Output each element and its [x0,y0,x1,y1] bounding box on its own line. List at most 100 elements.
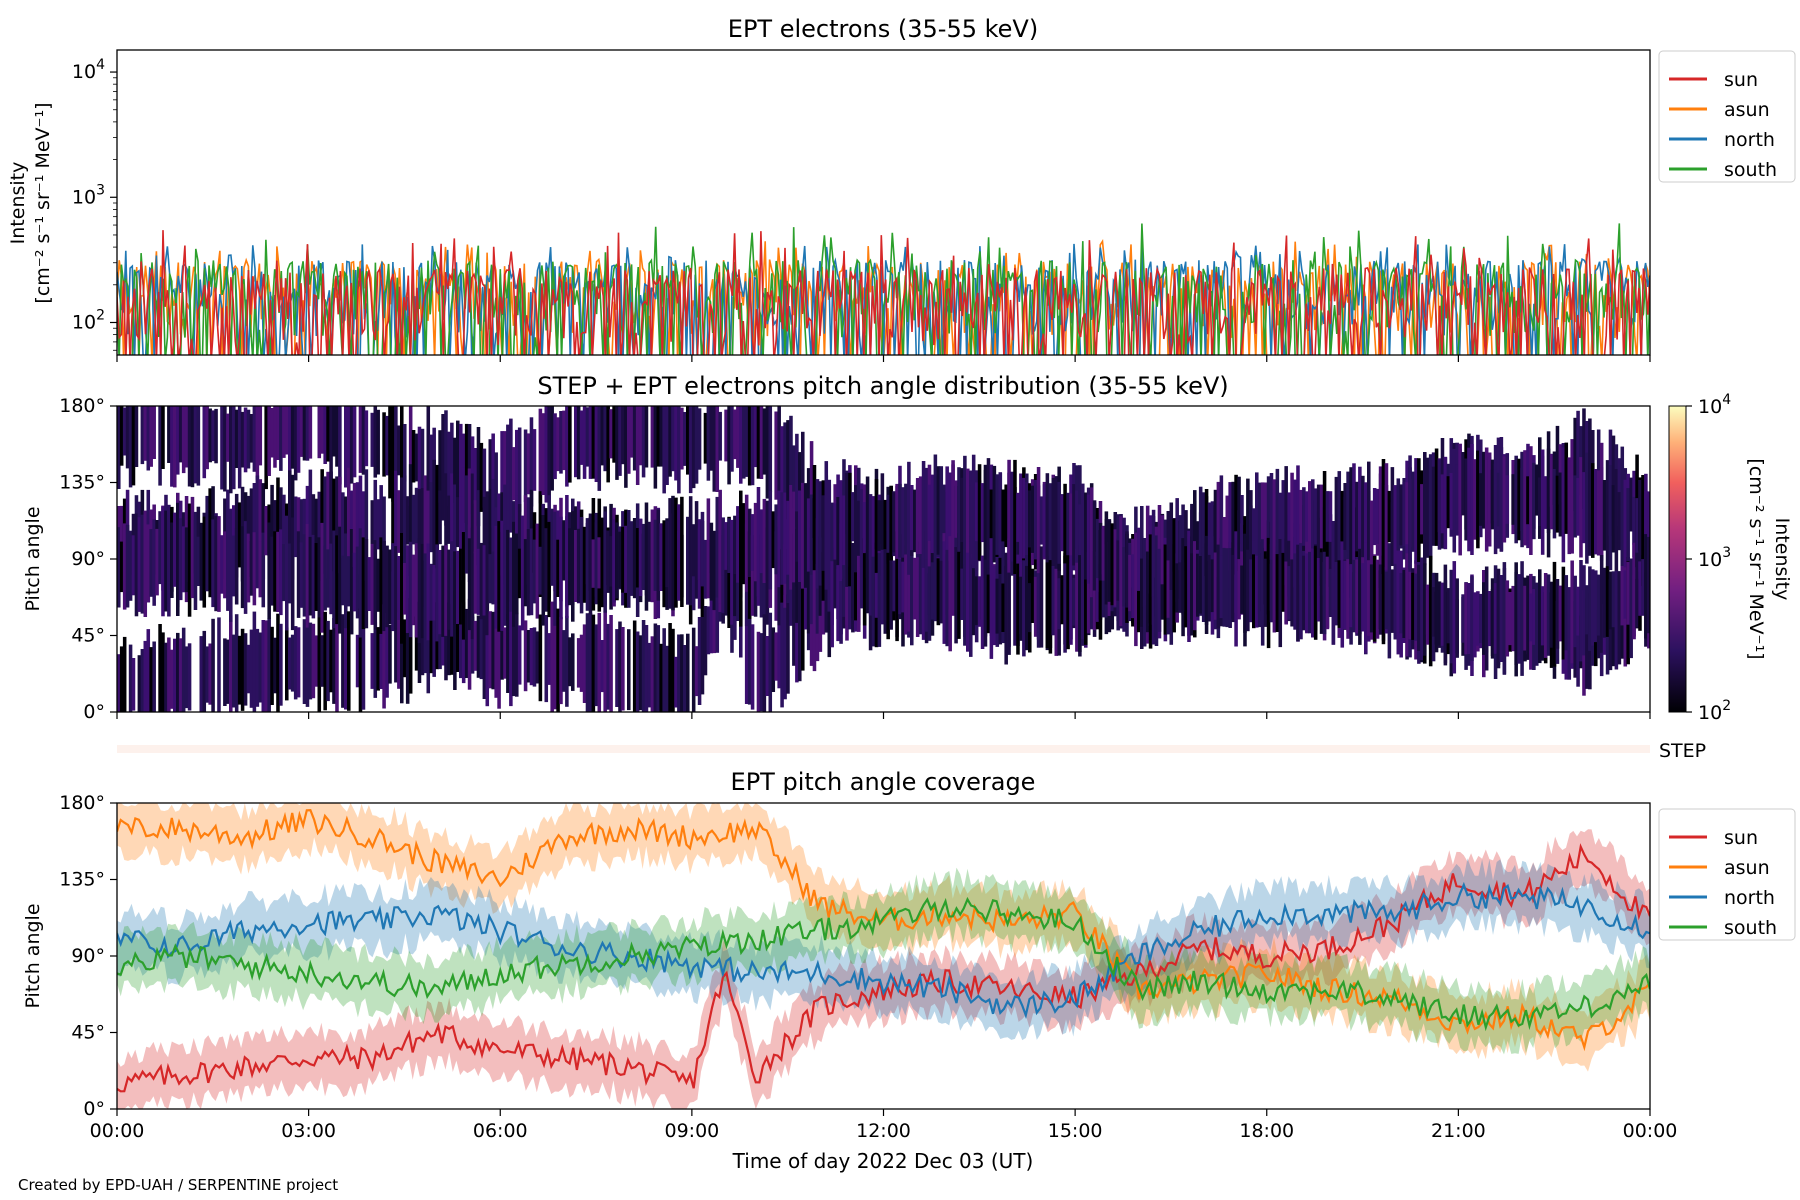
heatmap-cell [895,531,899,642]
heatmap-cell [715,496,720,598]
heatmap-cell [379,485,383,563]
heatmap-cell [308,622,313,700]
heatmap-cell [1434,572,1439,653]
heatmap-cell [591,539,596,588]
heatmap-cell [497,521,501,632]
heatmap-cell [1611,571,1616,628]
heatmap-cell [730,521,734,625]
heatmap-cell [1369,500,1374,568]
heatmap-cell [1210,559,1215,613]
heatmap-cell [420,488,425,549]
heatmap-cell [550,508,554,586]
heatmap-cell [1493,583,1498,654]
heatmap-cell [671,628,675,712]
heatmap-cell [736,506,740,583]
heatmap-cell [632,620,637,712]
heatmap-cell [532,429,537,491]
heatmap-cell [187,406,192,487]
heatmap-cell [830,530,834,626]
heatmap-cell [1131,554,1135,619]
heatmap-cell [161,506,165,617]
heatmap-cell [288,470,292,585]
heatmap-cell [553,610,557,710]
heatmap-cell [152,519,156,606]
heatmap-cell [1098,522,1103,581]
heatmap-cell [1175,563,1179,613]
heatmap-cell [544,406,549,503]
heatmap-cell [600,640,605,693]
heatmap-cell [1582,472,1586,544]
heatmap-cell [184,527,189,593]
heatmap-cell [302,619,307,704]
heatmap-cell [821,583,826,635]
heatmap-cell [158,624,162,712]
heatmap-cell [1051,478,1056,566]
heatmap-cell [1033,576,1038,637]
panel-step-strip: STEP [117,740,1706,762]
heatmap-cell [220,535,224,594]
heatmap-cell [176,502,180,616]
heatmap-cell [447,495,451,544]
heatmap-cell [910,485,914,551]
heatmap-cell [1428,454,1433,560]
heatmap-cell [285,515,289,631]
heatmap-cell [1231,554,1235,623]
heatmap-cell [223,638,227,706]
heatmap-cell [1281,548,1286,612]
heatmap-cell [1004,484,1008,548]
heatmap-cell [715,546,720,653]
heatmap-cell [1028,583,1032,633]
heatmap-cell [464,608,469,678]
heatmap-cell [376,558,380,612]
heatmap-cell [1349,467,1353,566]
panel4-series-sun [117,843,1650,1093]
heatmap-cell [461,602,466,684]
heatmap-cell [1596,470,1601,556]
heatmap-cell [677,634,681,712]
heatmap-cell [1467,583,1471,654]
heatmap-cell [559,616,563,705]
panel4-series-north [117,881,1650,1020]
heatmap-cell [641,523,646,590]
heatmap-cell [1137,527,1141,591]
heatmap-cell [977,464,982,561]
heatmap-cell [255,475,260,589]
heatmap-cell [795,433,799,527]
heatmap-cell [403,475,407,567]
heatmap-cell [1540,586,1545,646]
panel1-legend-label-asun: asun [1724,99,1770,121]
heatmap-cell [1172,518,1176,572]
heatmap-cell [476,427,481,527]
heatmap-cell [1095,551,1100,622]
heatmap-cell [1030,568,1035,623]
heatmap-cell [571,633,575,691]
heatmap-cell [1425,457,1430,558]
heatmap-cell [1361,563,1365,632]
heatmap-cell [1384,463,1389,570]
heatmap-cell [494,604,498,698]
heatmap-cell [603,406,607,472]
heatmap-cell [871,496,876,557]
heatmap-cell [556,608,560,712]
heatmap-cell [1078,545,1082,652]
heatmap-cell [1511,585,1515,652]
heatmap-cell [727,406,731,485]
heatmap-cell [1576,410,1580,515]
heatmap-cell [686,633,690,712]
panel1-legend-label-north: north [1724,129,1775,151]
heatmap-cell [939,560,944,624]
heatmap-cell [408,598,413,694]
heatmap-cell [1585,585,1589,635]
heatmap-cell [1296,544,1300,642]
heatmap-cell [1479,593,1483,644]
heatmap-cell [1210,501,1215,561]
heatmap-cell [1316,484,1321,549]
heatmap-cell [347,467,351,583]
heatmap-cell [482,545,487,616]
heatmap-cell [686,516,690,586]
heatmap-cell [809,527,814,625]
heatmap-cell [624,406,628,488]
heatmap-cell [509,601,513,707]
heatmap-cell [520,515,525,631]
heatmap-cell [347,556,351,607]
